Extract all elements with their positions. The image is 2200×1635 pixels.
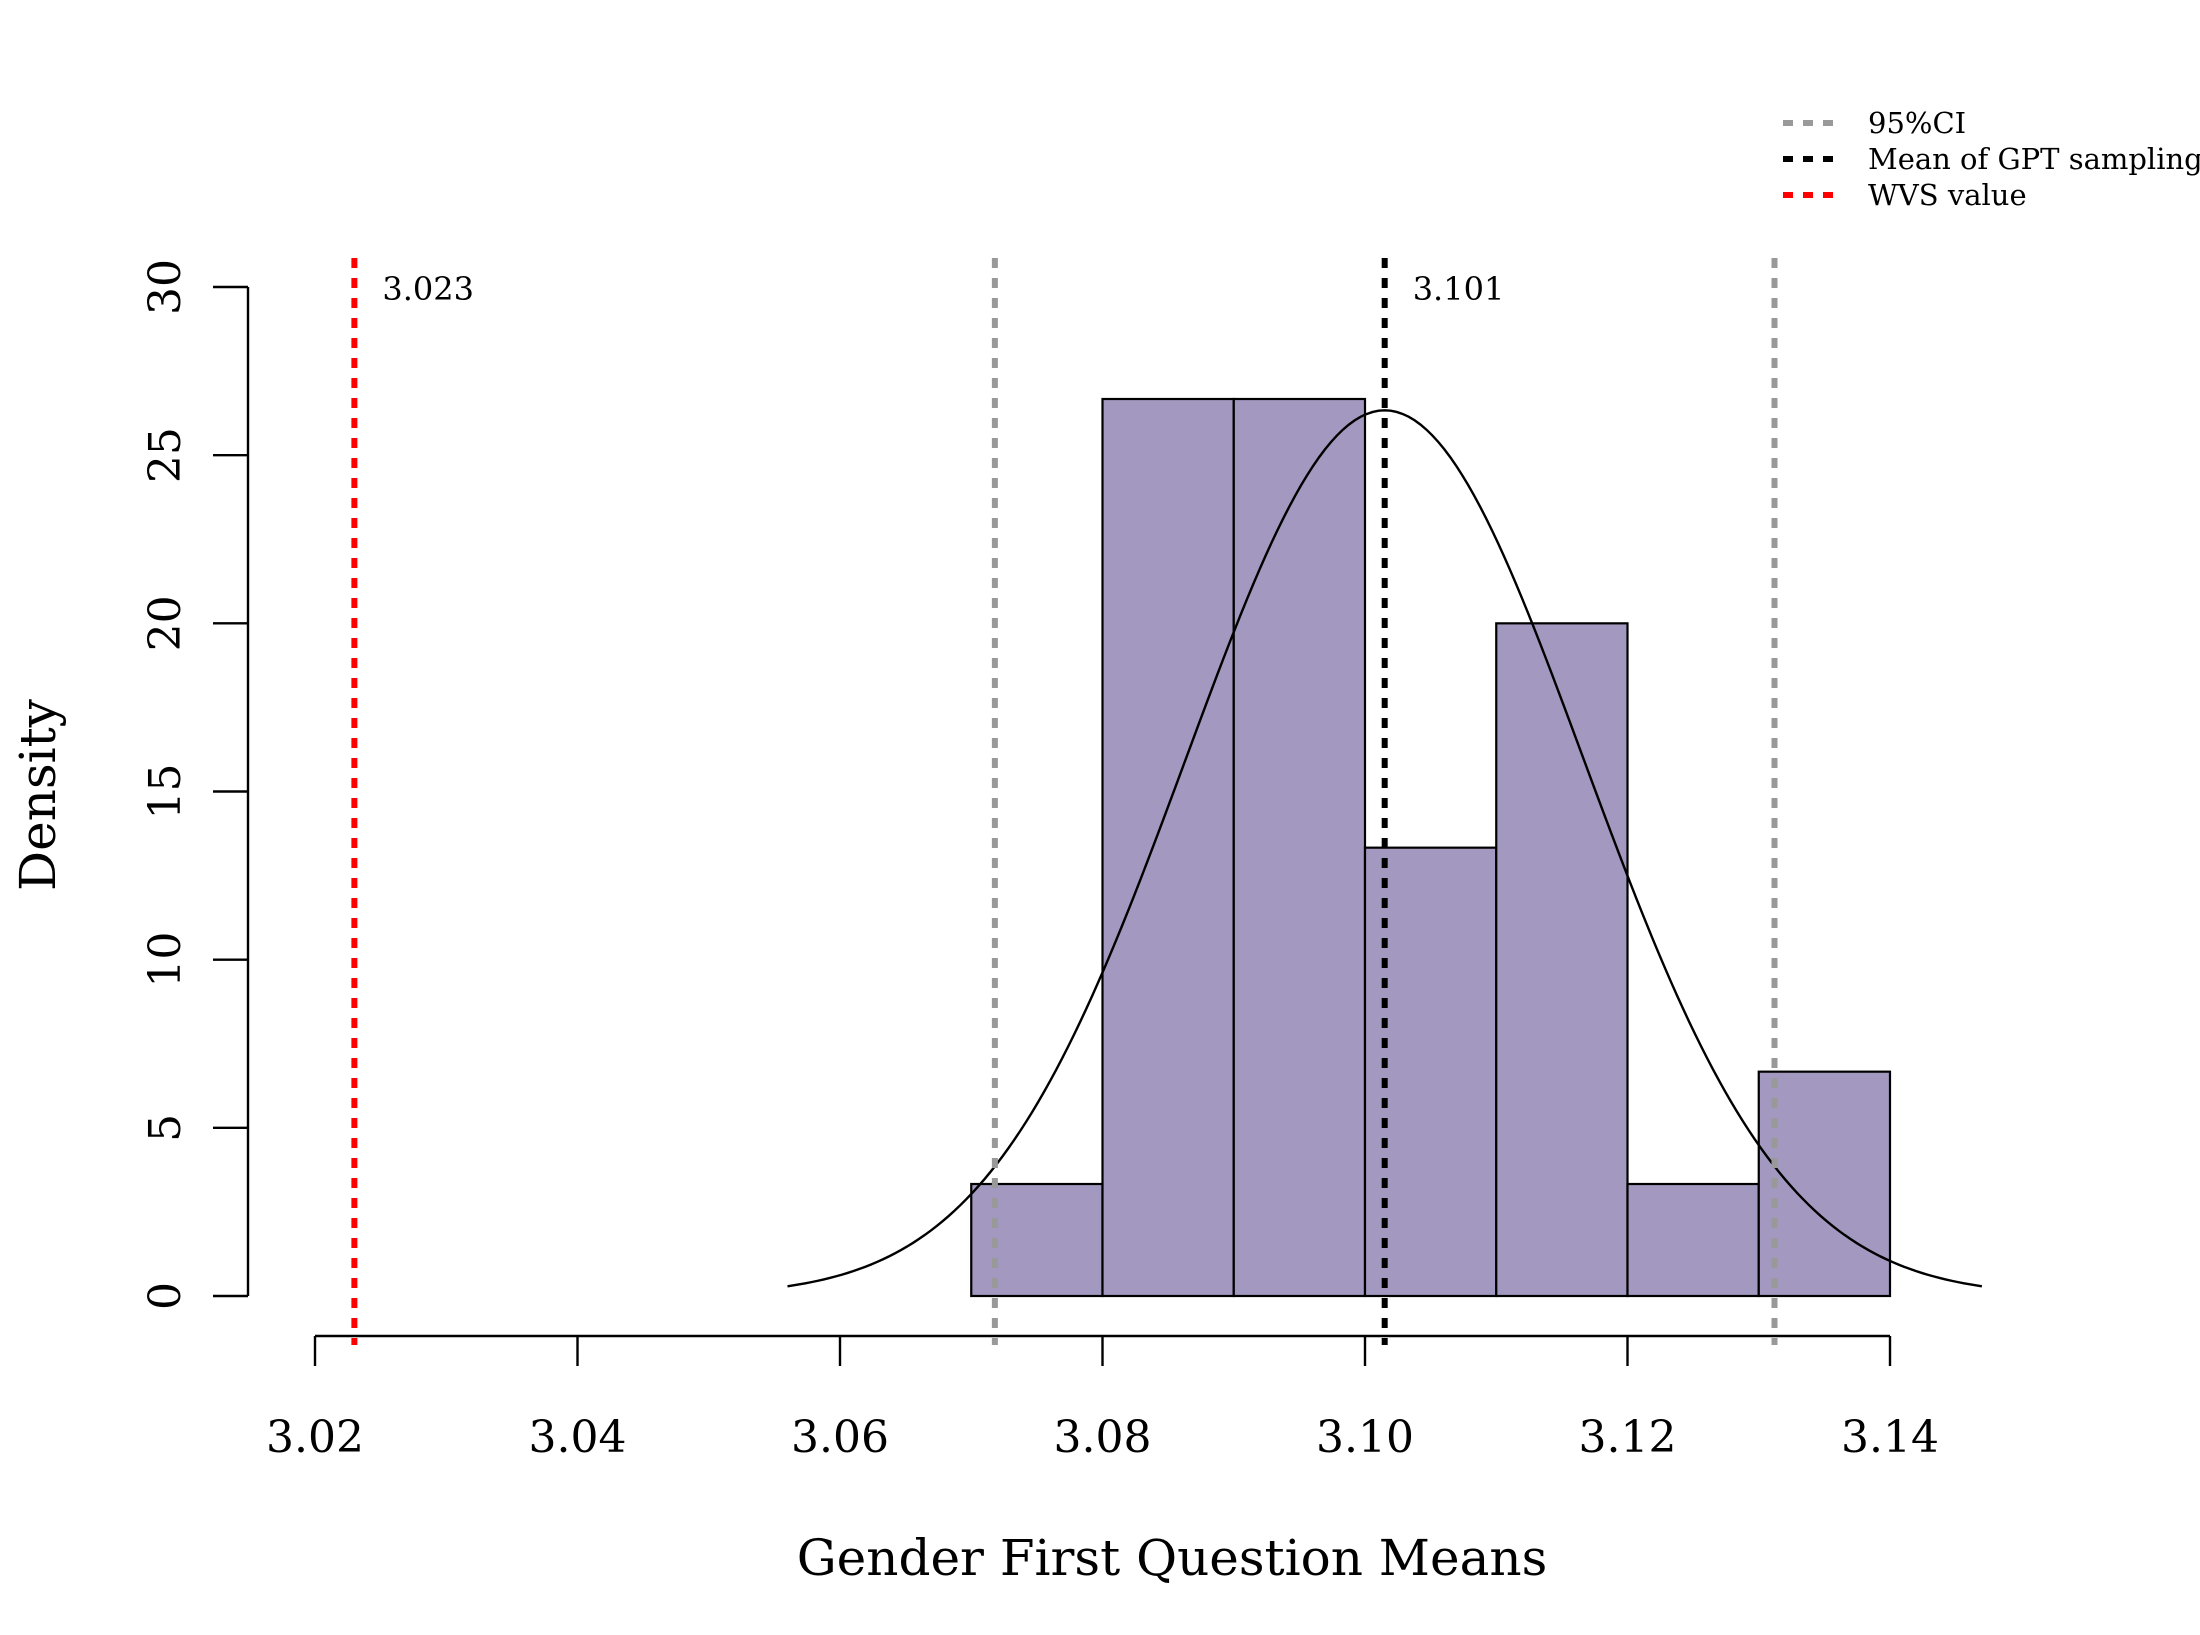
x-tick-label-5: 3.10: [1316, 1412, 1414, 1463]
x-axis: 3.02 3.04 3.06 3.08 3.10 3.12 3.14: [266, 1334, 1939, 1463]
reference-lines: 3.101 3.023: [351, 258, 1778, 1345]
histogram-bar-4: [1363, 846, 1498, 1298]
y-tick-label-1: 0: [140, 1282, 191, 1310]
y-tick-label-7: 30: [140, 259, 191, 315]
x-tick-label-2: 3.04: [529, 1412, 627, 1463]
x-tick-label-7: 3.14: [1841, 1412, 1939, 1463]
ref-line-label-wvs-value: 3.023: [382, 270, 474, 308]
histogram-bar-6: [1626, 1182, 1760, 1298]
y-tick-label-4: 15: [140, 764, 191, 820]
x-tick-label-3: 3.06: [791, 1412, 889, 1463]
x-tick-label-6: 3.12: [1579, 1412, 1677, 1463]
y-tick-label-3: 10: [140, 932, 191, 988]
y-axis-title: Density: [9, 698, 67, 891]
x-axis-title: Gender First Question Means: [797, 1529, 1548, 1587]
y-tick-label-5: 20: [140, 595, 191, 651]
normal-curve-group: [787, 409, 1983, 1288]
histogram-bar-7: [1757, 1070, 1892, 1298]
legend-label-wvs-value: WVS value: [1868, 178, 2027, 212]
legend-label-95-ci: 95%CI: [1868, 106, 1966, 140]
y-axis: 0 5 10 15 20 25 30: [140, 259, 250, 1310]
histogram-bar-5: [1495, 622, 1629, 1298]
histogram-bar-1: [970, 1182, 1104, 1298]
histogram-bar-2: [1101, 397, 1235, 1298]
y-tick-label-2: 5: [140, 1114, 191, 1142]
y-tick-label-6: 25: [140, 427, 191, 483]
histogram-bars: [970, 397, 1892, 1298]
legend-label-mean-of-gpt-sampling: Mean of GPT sampling: [1868, 142, 2200, 176]
x-tick-label-1: 3.02: [266, 1412, 364, 1463]
histogram-bar-3: [1232, 397, 1367, 1298]
x-tick-label-4: 3.08: [1054, 1412, 1152, 1463]
ref-line-label-mean-of-gpt-sampling: 3.101: [1413, 270, 1505, 308]
normal-density-curve: [787, 409, 1983, 1288]
